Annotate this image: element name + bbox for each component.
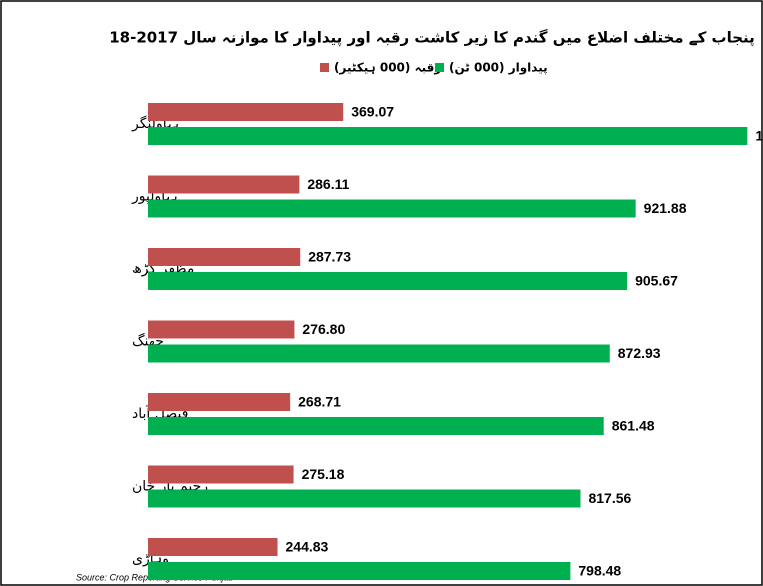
bar: [148, 320, 295, 339]
data-label: 861.48: [612, 418, 655, 434]
data-label: 369.07: [351, 104, 394, 120]
data-label: 905.67: [635, 273, 678, 289]
bar: [148, 103, 344, 121]
bar: [148, 272, 628, 290]
data-label: 286.11: [307, 176, 349, 192]
data-label: 798.48: [578, 563, 621, 579]
bar: [148, 393, 291, 411]
data-label: 817.56: [588, 490, 631, 506]
bar: [148, 199, 636, 218]
chart-title: پنجاب کے مختلف اضلاع میں گندم کا زیر کاش…: [109, 29, 755, 48]
data-label: 921.88: [644, 200, 687, 216]
data-label: 276.80: [302, 321, 345, 337]
legend-swatch: [320, 63, 329, 72]
legend-swatch: [435, 63, 444, 72]
legend-label: پیداوار (000 ٹن): [449, 61, 548, 76]
bar: [148, 538, 278, 556]
bar: [148, 417, 604, 435]
legend-label: رقبہ (000 ہیکٹیر): [334, 61, 441, 75]
bar: [148, 175, 300, 194]
data-label: 872.93: [618, 345, 661, 361]
data-label: 268.71: [298, 394, 341, 410]
data-label: 244.83: [286, 539, 329, 555]
bar: [148, 465, 294, 484]
bar: [148, 127, 748, 145]
bar: [148, 489, 581, 508]
bar: [148, 248, 301, 266]
bar: [148, 344, 610, 363]
bar: [148, 562, 571, 580]
data-label: 1133.00: [755, 128, 763, 144]
data-label: 287.73: [308, 249, 351, 265]
data-label: 275.18: [302, 466, 345, 482]
